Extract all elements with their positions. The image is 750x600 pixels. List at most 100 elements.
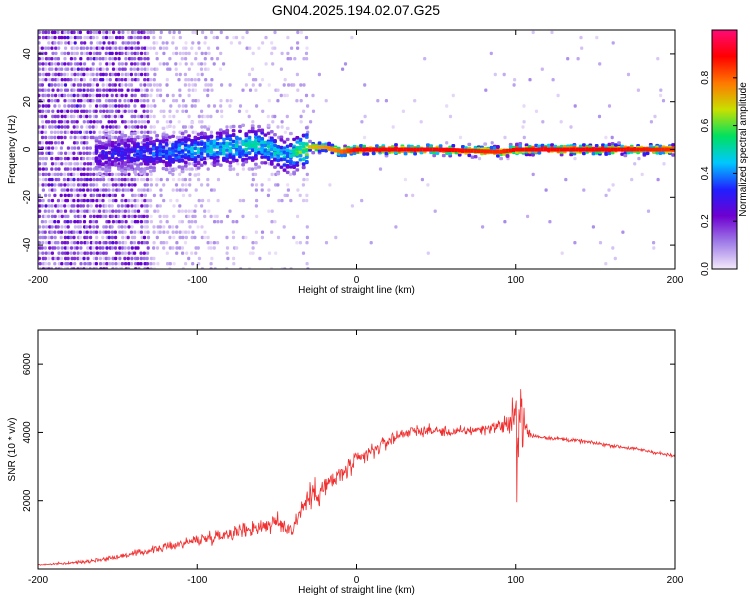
heatmap-noise-cell [613, 256, 617, 261]
heatmap-noise-cell [197, 120, 202, 124]
heatmap-noise-cell [108, 172, 112, 177]
heatmap-signal-cell [254, 148, 258, 152]
heatmap-noise-cell [165, 220, 169, 224]
heatmap-signal-cell [164, 163, 169, 168]
heatmap-signal-cell [295, 140, 300, 144]
heatmap-noise-cell [541, 120, 545, 124]
heatmap-signal-cell [292, 137, 296, 142]
heatmap-noise-cell [57, 41, 61, 45]
heatmap-signal-cell [126, 143, 131, 148]
heatmap-noise-cell [50, 198, 55, 203]
heatmap-noise-cell [51, 109, 55, 113]
heatmap-signal-cell [101, 162, 105, 167]
heatmap-noise-cell [88, 262, 92, 266]
heatmap-noise-cell [280, 120, 284, 124]
heatmap-noise-cell [67, 230, 71, 234]
heatmap-noise-cell [172, 114, 176, 119]
heatmap-noise-cell [98, 204, 102, 208]
heatmap-signal-cell [340, 153, 344, 158]
heatmap-noise-cell [153, 209, 157, 213]
heatmap-noise-cell [72, 93, 76, 98]
heatmap-noise-cell [238, 198, 242, 203]
heatmap-noise-cell [82, 83, 86, 87]
heatmap-signal-cell [136, 149, 140, 153]
heatmap-noise-cell [241, 88, 245, 92]
heatmap-noise-cell [168, 262, 172, 266]
heatmap-signal-cell [304, 142, 309, 146]
heatmap-signal-cell [234, 135, 239, 140]
heatmap-noise-cell [124, 188, 128, 192]
heatmap-noise-cell [44, 78, 48, 82]
heatmap-signal-cell [129, 165, 134, 169]
heatmap-ridge-cell [413, 147, 418, 152]
heatmap-noise-cell [181, 193, 186, 198]
heatmap-noise-cell [178, 246, 182, 250]
heatmap-signal-cell [180, 131, 185, 136]
heatmap-noise-cell [276, 88, 280, 92]
heatmap-noise-cell [115, 35, 119, 40]
heatmap-noise-cell [661, 99, 666, 103]
heatmap-noise-cell [60, 35, 64, 40]
heatmap-noise-cell [146, 130, 150, 134]
heatmap-noise-cell [92, 30, 96, 35]
heatmap-noise-cell [178, 135, 182, 140]
heatmap-noise-cell [89, 214, 93, 219]
heatmap-noise-cell [113, 193, 117, 198]
heatmap-noise-cell [174, 67, 178, 71]
heatmap-noise-cell [124, 220, 128, 224]
heatmap-noise-cell [411, 193, 415, 198]
heatmap-noise-cell [47, 256, 51, 261]
heatmap-noise-cell [41, 88, 45, 92]
heatmap-noise-cell [142, 235, 147, 240]
heatmap-noise-cell [158, 230, 162, 234]
heatmap-signal-cell [263, 141, 268, 145]
heatmap-signal-cell [279, 158, 284, 162]
heatmap-signal-cell [107, 150, 112, 155]
heatmap-ridge-cell [534, 147, 539, 152]
heatmap-signal-cell [94, 165, 99, 170]
snr-series-line [38, 389, 675, 566]
heatmap-noise-cell [72, 46, 76, 50]
heatmap-signal-cell [645, 151, 650, 156]
heatmap-noise-cell [162, 241, 166, 245]
heatmap-noise-cell [54, 256, 58, 261]
heatmap-noise-cell [59, 256, 64, 261]
heatmap-noise-cell [124, 93, 128, 98]
heatmap-noise-cell [305, 57, 309, 61]
heatmap-noise-cell [448, 114, 453, 119]
heatmap-noise-cell [130, 62, 134, 66]
heatmap-noise-cell [130, 57, 134, 61]
heatmap-noise-cell [70, 146, 74, 150]
heatmap-signal-cell [266, 157, 271, 161]
heatmap-noise-cell [363, 114, 367, 119]
heatmap-noise-cell [630, 177, 634, 182]
heatmap-noise-cell [107, 120, 111, 124]
heatmap-noise-cell [75, 120, 79, 124]
heatmap-noise-cell [165, 41, 169, 45]
heatmap-signal-cell [187, 138, 191, 142]
heatmap-noise-cell [287, 83, 291, 87]
heatmap-noise-cell [43, 246, 47, 250]
heatmap-noise-cell [50, 214, 54, 219]
heatmap-noise-cell [295, 99, 299, 103]
heatmap-noise-cell [69, 172, 74, 177]
heatmap-noise-cell [149, 172, 153, 177]
heatmap-noise-cell [44, 114, 48, 119]
heatmap-noise-cell [69, 62, 73, 66]
heatmap-signal-cell [623, 153, 628, 158]
heatmap-noise-cell [63, 57, 67, 61]
heatmap-noise-cell [401, 109, 405, 113]
heatmap-noise-cell [98, 130, 102, 134]
heatmap-noise-cell [241, 35, 245, 40]
heatmap-signal-cell [139, 150, 144, 155]
heatmap-noise-cell [502, 72, 506, 77]
heatmap-noise-cell [40, 220, 44, 224]
heatmap-signal-cell [254, 142, 258, 146]
heatmap-signal-cell [604, 152, 609, 156]
heatmap-noise-cell [150, 88, 154, 92]
heatmap-noise-cell [79, 214, 83, 219]
heatmap-signal-cell [180, 141, 185, 146]
heatmap-noise-cell [181, 251, 185, 255]
heatmap-noise-cell [107, 183, 111, 187]
heatmap-noise-cell [38, 57, 41, 61]
